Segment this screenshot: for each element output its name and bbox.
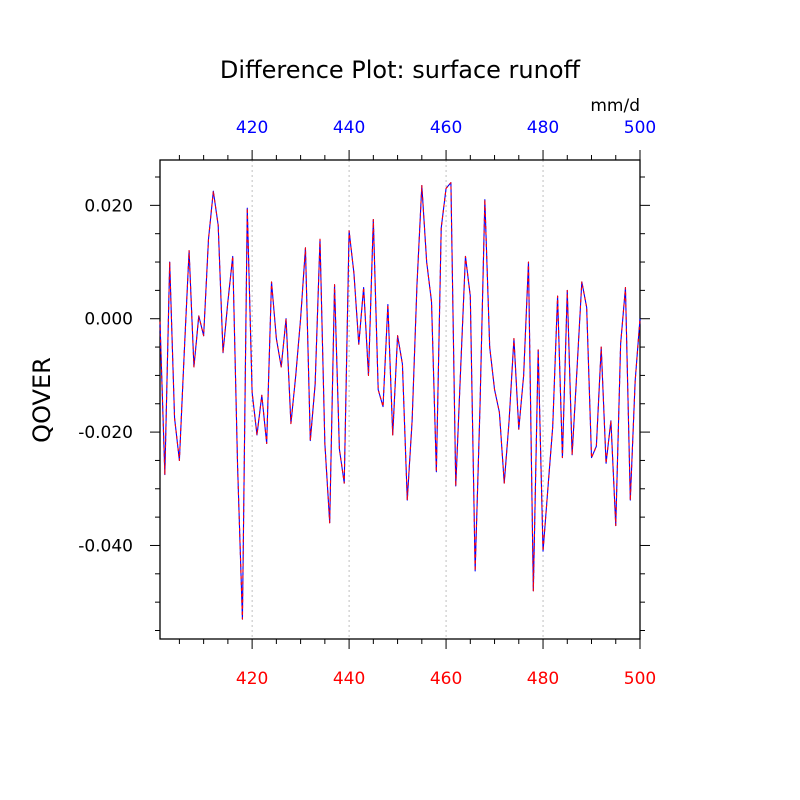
x-tick-label-top: 460 [430, 118, 462, 138]
x-tick-label-top: 500 [624, 118, 656, 138]
x-tick-label-top: 440 [333, 118, 365, 138]
units-label: mm/d [590, 96, 640, 116]
plot-frame [159, 159, 641, 640]
x-tick-label-bottom: 480 [527, 669, 559, 689]
y-axis-label: QOVER [28, 357, 56, 443]
x-tick-label-top: 420 [236, 118, 268, 138]
series-line-red [159, 182, 641, 620]
x-tick-label-top: 480 [527, 118, 559, 138]
axis-tick-labels: 0.020 0.000 -0.020 -0.040 420 420 440 440 460 460… [78, 118, 656, 689]
series-line-blue [159, 182, 641, 620]
x-tick-label-bottom: 440 [333, 669, 365, 689]
gridlines [251, 160, 544, 639]
data-series [159, 182, 641, 620]
y-tick-label: 0.020 [84, 196, 133, 216]
x-tick-label-bottom: 420 [236, 669, 268, 689]
x-tick-label-bottom: 460 [430, 669, 462, 689]
y-tick-label: 0.000 [84, 310, 133, 330]
axis-ticks [150, 150, 650, 649]
x-tick-label-bottom: 500 [624, 669, 656, 689]
y-tick-label: -0.040 [78, 536, 133, 556]
y-tick-label: -0.020 [78, 423, 133, 443]
chart-title: Difference Plot: surface runoff [220, 56, 581, 84]
